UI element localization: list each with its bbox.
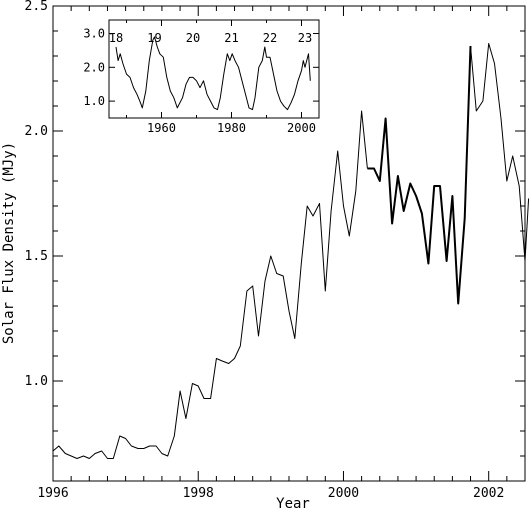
- main-series-line-1: [367, 45, 472, 305]
- y-tick-label: 2.0: [25, 124, 48, 139]
- main-series-line-0: [52, 110, 368, 459]
- inset-x-tick-label: 1980: [217, 121, 246, 135]
- x-axis-title: Year: [276, 496, 310, 512]
- x-tick-label: 2002: [473, 486, 504, 501]
- main-series-group: [52, 43, 530, 459]
- inset-axes-ticks: [109, 20, 319, 118]
- inset-series-group: [115, 36, 311, 111]
- inset-cycle-label: 23: [298, 31, 312, 45]
- inset-tick-labels: 1960 1980 2000 1.0 2.0 3.0 18 19 20 21 22 23: [83, 27, 316, 135]
- y-tick-label: 1.0: [25, 374, 48, 389]
- main-axes-ticks: [52, 5, 526, 482]
- inset-cycle-label: 21: [224, 31, 238, 45]
- y-tick-label: 2.5: [25, 0, 48, 14]
- main-series-line-2: [470, 43, 526, 262]
- x-tick-label: 1998: [183, 486, 214, 501]
- inset-y-tick-label: 1.0: [83, 94, 105, 108]
- main-tick-labels: 1996 1998 2000 2002 1.0 1.5 2.0 2.5: [25, 0, 505, 501]
- y-tick-label: 1.5: [25, 249, 48, 264]
- inset-y-tick-label: 2.0: [83, 60, 105, 74]
- inset-cycle-label: 22: [263, 31, 277, 45]
- inset-plot-frame: [108, 19, 320, 119]
- inset-x-tick-label: 2000: [287, 121, 316, 135]
- inset-cycle-label: 20: [186, 31, 200, 45]
- x-tick-label: 2000: [328, 486, 359, 501]
- y-axis-title: Solar Flux Density (MJy): [1, 142, 17, 344]
- inset-series-line-0: [115, 36, 311, 111]
- main-series-line-3: [524, 198, 530, 262]
- x-tick-label: 1996: [37, 486, 68, 501]
- inset-cycle-label: 18: [109, 31, 123, 45]
- inset-x-tick-label: 1960: [147, 121, 176, 135]
- inset-y-tick-label: 3.0: [83, 27, 105, 41]
- inset-cycle-label: 19: [147, 31, 161, 45]
